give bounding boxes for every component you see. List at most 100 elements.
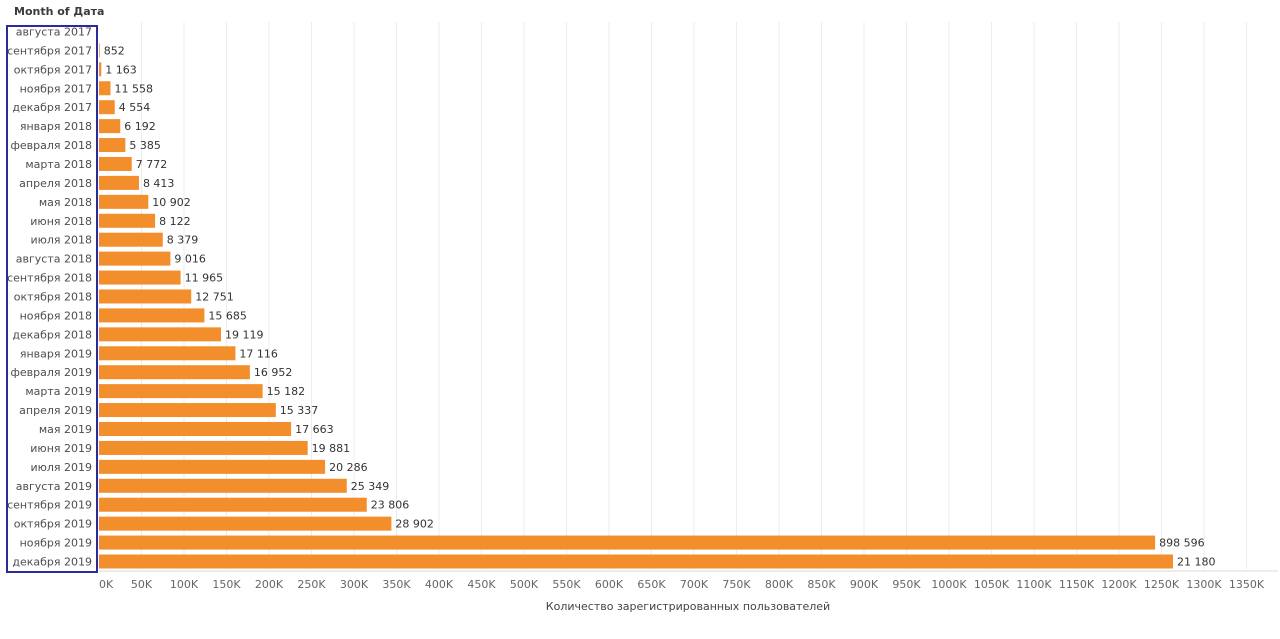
x-tick-label: 800K xyxy=(765,578,794,591)
bar xyxy=(99,289,192,304)
bar xyxy=(99,62,102,77)
x-tick-label: 550K xyxy=(552,578,581,591)
bar xyxy=(99,232,163,247)
x-tick-label: 650K xyxy=(637,578,666,591)
category-label: апреля 2019 xyxy=(19,404,92,417)
bar xyxy=(99,478,347,493)
x-tick-label: 1200K xyxy=(1101,578,1137,591)
category-label: октября 2018 xyxy=(14,290,92,303)
category-label: ноября 2017 xyxy=(20,82,92,95)
data-label: 16 952 xyxy=(254,366,293,379)
category-label: января 2018 xyxy=(20,120,92,133)
y-axis-header: Month of Дата xyxy=(14,5,105,18)
data-label: 17 116 xyxy=(239,347,277,360)
bar xyxy=(99,346,236,361)
bar xyxy=(99,554,1173,569)
category-label: августа 2019 xyxy=(16,480,92,493)
category-label: декабря 2017 xyxy=(12,101,92,114)
x-tick-label: 450K xyxy=(467,578,496,591)
data-label: 9 016 xyxy=(174,253,206,266)
x-tick-label: 1150K xyxy=(1059,578,1095,591)
data-label: 28 902 xyxy=(395,518,434,531)
category-label: августа 2017 xyxy=(16,25,92,38)
x-tick-label: 150K xyxy=(212,578,241,591)
x-tick-label: 850K xyxy=(807,578,836,591)
category-label: января 2019 xyxy=(20,347,92,360)
x-tick-label: 600K xyxy=(595,578,624,591)
data-label: 11 965 xyxy=(185,272,224,285)
x-tick-label: 900K xyxy=(850,578,879,591)
bar xyxy=(99,270,181,285)
x-axis-title: Количество зарегистрированных пользовате… xyxy=(545,600,831,613)
bar xyxy=(99,384,263,399)
category-label: июня 2019 xyxy=(30,442,92,455)
data-label: 5 385 xyxy=(129,139,161,152)
bar xyxy=(99,119,121,134)
category-label: мая 2018 xyxy=(39,196,92,209)
bar xyxy=(99,497,367,512)
data-label: 1 163 xyxy=(105,63,137,76)
bar xyxy=(99,43,100,58)
x-tick-label: 1250K xyxy=(1144,578,1180,591)
x-tick-label: 0K xyxy=(99,578,114,591)
x-tick-label: 750K xyxy=(722,578,751,591)
data-label: 23 806 xyxy=(371,499,410,512)
bar xyxy=(99,440,308,455)
category-label: декабря 2019 xyxy=(12,556,92,569)
bar xyxy=(99,194,149,209)
x-tick-label: 250K xyxy=(297,578,326,591)
data-label: 10 902 xyxy=(152,196,191,209)
bar xyxy=(99,403,276,418)
bar xyxy=(99,138,126,153)
data-label: 15 337 xyxy=(280,404,319,417)
category-label: февраля 2018 xyxy=(10,139,92,152)
data-label: 8 413 xyxy=(143,177,175,190)
x-tick-label: 1000K xyxy=(931,578,967,591)
bar xyxy=(99,175,139,190)
data-label: 4 554 xyxy=(119,101,151,114)
category-label: сентября 2017 xyxy=(7,44,92,57)
x-tick-label: 1100K xyxy=(1016,578,1052,591)
category-label: июля 2019 xyxy=(30,461,92,474)
x-tick-label: 400K xyxy=(425,578,454,591)
category-axis-highlight-box xyxy=(6,25,98,573)
data-label: 15 685 xyxy=(208,309,247,322)
bar xyxy=(99,459,326,474)
x-tick-label: 200K xyxy=(255,578,284,591)
data-label: 8 379 xyxy=(167,234,199,247)
data-label: 19 119 xyxy=(225,328,264,341)
data-label: 6 192 xyxy=(124,120,156,133)
bar xyxy=(99,213,156,228)
category-label: февраля 2019 xyxy=(10,366,92,379)
category-label: декабря 2018 xyxy=(12,328,92,341)
bar xyxy=(99,516,392,531)
category-label: марта 2019 xyxy=(25,385,92,398)
data-label: 898 596 xyxy=(1159,537,1205,550)
category-label: октября 2019 xyxy=(14,518,92,531)
x-tick-label: 300K xyxy=(340,578,369,591)
x-tick-label: 1050K xyxy=(974,578,1010,591)
bar xyxy=(99,156,132,171)
x-tick-label: 500K xyxy=(510,578,539,591)
category-label: августа 2018 xyxy=(16,253,92,266)
bar xyxy=(99,535,1156,550)
category-label: сентября 2019 xyxy=(7,499,92,512)
data-label: 25 349 xyxy=(351,480,390,493)
x-tick-label: 1350K xyxy=(1229,578,1265,591)
category-label: марта 2018 xyxy=(25,158,92,171)
x-tick-label: 50K xyxy=(131,578,153,591)
category-label: июля 2018 xyxy=(30,234,92,247)
x-tick-label: 350K xyxy=(382,578,411,591)
data-label: 21 180 xyxy=(1177,556,1216,569)
bar xyxy=(99,251,171,266)
x-tick-label: 950K xyxy=(892,578,921,591)
bar xyxy=(99,327,221,342)
data-label: 19 881 xyxy=(312,442,351,455)
data-label: 7 772 xyxy=(136,158,168,171)
x-tick-label: 700K xyxy=(680,578,709,591)
data-label: 12 751 xyxy=(195,290,234,303)
data-label: 17 663 xyxy=(295,423,334,436)
data-label: 11 558 xyxy=(114,82,153,95)
category-label: мая 2019 xyxy=(39,423,92,436)
